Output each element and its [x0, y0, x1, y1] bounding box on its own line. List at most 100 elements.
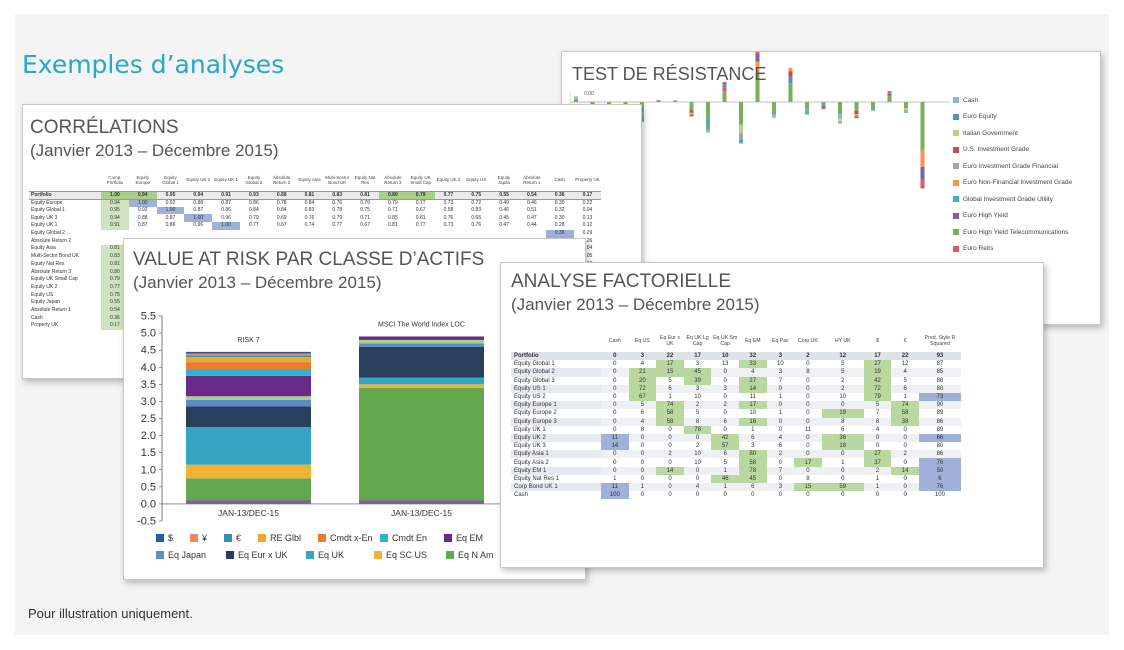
stress-bar-segment — [887, 92, 892, 94]
var-stacked-bar — [359, 336, 484, 504]
var-legend-entry: Eq UK — [306, 550, 344, 560]
legend-label: Euro Equity — [963, 113, 997, 121]
var-legend-swatch — [156, 534, 164, 542]
factor-cell: 0 — [613, 426, 617, 433]
corr-cell: 0.83 — [101, 252, 129, 261]
factor-cell: 0 — [806, 410, 810, 417]
stress-bar — [788, 67, 793, 102]
stress-bar-segment — [821, 105, 826, 108]
factor-cell: 0 — [821, 466, 864, 475]
corr-cell: 0.76 — [443, 214, 454, 221]
factor-row-label: Cash — [514, 492, 529, 499]
table-row: Absolute Return 3 0.80 — [29, 268, 601, 276]
stress-bar-segment — [706, 124, 710, 130]
corr-cell — [268, 230, 296, 238]
corr-row-label: Equity Asia — [31, 245, 56, 252]
stress-bar — [920, 102, 925, 189]
corr-cell: 0.22 — [582, 199, 593, 206]
factor-cell: 0 — [806, 492, 810, 499]
stress-bar — [722, 82, 727, 102]
var-legend-entry: Eq N Am — [446, 550, 494, 560]
stress-bar-segment — [788, 71, 793, 77]
factor-cell: 0 — [601, 417, 629, 426]
table-row: Equity Global 1 0 4 17 3 13 33 10 0 5 27 12 87 — [511, 360, 961, 369]
factor-row-label: Equity Global 1 — [514, 361, 555, 368]
factor-cell: 37 — [863, 458, 892, 467]
factor-portfolio-row: Portfolio 0 3 22 17 10 32 3 2 12 17 22 93 — [511, 352, 961, 361]
corr-cell: 0.79 — [101, 275, 129, 284]
factor-cell: 4 — [875, 426, 880, 433]
corr-cell: 0.75 — [360, 207, 370, 214]
factor-cell: 13 — [721, 361, 729, 368]
corr-cell — [351, 230, 379, 238]
factor-cell: 10 — [694, 394, 701, 401]
var-legend-swatch — [224, 534, 232, 542]
corr-cell: 0.81 — [388, 222, 398, 229]
factor-cell: 86 — [918, 417, 961, 426]
var-bar-segment — [186, 357, 311, 363]
factor-cell: 2 — [695, 443, 700, 450]
legend-label: Euro High Yield — [963, 212, 1008, 220]
stress-tick-label: 0.00 — [584, 91, 594, 97]
factor-cell: 14 — [601, 442, 629, 451]
stress-bar-segment — [854, 116, 859, 119]
legend-entry: U.S. Investment Grade — [953, 142, 1100, 159]
stress-bar-segment — [788, 76, 793, 84]
factor-cell: 3 — [695, 361, 700, 368]
factor-cell: 3 — [751, 443, 755, 450]
table-row: Equity Global 1 0.95 0.92 1.00 0.87 0.86 0.84 0… — [29, 206, 601, 215]
corr-column-header: Equity Asia — [298, 177, 321, 183]
legend-swatch — [953, 229, 959, 236]
factor-cell: 1 — [778, 394, 783, 401]
stress-bar-segment — [805, 102, 809, 109]
var-bar-segment — [186, 500, 311, 504]
corr-cell: 0.84 — [276, 207, 287, 214]
factor-cell: 10 — [749, 410, 757, 417]
factor-cell: 80 — [936, 443, 944, 450]
legend-entry: Euro High Yield Telecommunications — [953, 224, 1100, 241]
factor-cell: 5 — [723, 459, 727, 466]
corr-cell: 0.44 — [526, 222, 537, 229]
var-bar-segment — [359, 384, 484, 388]
stress-bar-segment — [871, 110, 875, 111]
factor-row-label: Equity Europe 1 — [511, 401, 601, 410]
corr-column-header: Absolute Return 3 — [384, 174, 402, 185]
var-bar-segment — [359, 377, 484, 385]
stress-bar — [689, 102, 694, 117]
correlations-subtitle: (Janvier 2013 – Décembre 2015) — [30, 141, 279, 160]
factor-cell: 0 — [794, 450, 822, 459]
corr-cell: 0.69 — [276, 214, 287, 221]
var-legend-swatch — [318, 534, 326, 542]
var-legend-swatch — [156, 551, 164, 559]
corr-cell: 0.79 — [406, 190, 435, 200]
corr-cell: 1.00 — [128, 199, 157, 207]
corr-portfolio-row: Portfolio 1.00 0.94 0.95 0.94 0.91 0.93 0.88 0.8… — [29, 190, 602, 200]
factor-column-header: Cash — [608, 337, 621, 344]
stress-bar-segment — [772, 110, 776, 115]
corr-cell: 0.81 — [101, 260, 129, 269]
factor-cell: 8 — [821, 417, 864, 426]
stress-bar-segment — [772, 116, 776, 119]
corr-cell — [435, 230, 463, 238]
stress-bar-segment — [722, 91, 727, 102]
corr-cell: 0.86 — [165, 222, 176, 229]
factor-row-label: Equity EM 1 — [511, 466, 601, 475]
factor-cell: 7 — [875, 410, 880, 417]
corr-cell: 1.00 — [184, 214, 213, 223]
factor-cell: 0 — [903, 426, 907, 433]
factor-cell: 4 — [683, 483, 712, 492]
legend-entry: Italian Government — [953, 125, 1100, 142]
legend-label: Euro Reits — [963, 245, 994, 253]
var-y-tick-label: 2.0 — [141, 430, 156, 442]
var-legend-entry: ¥ — [190, 533, 208, 543]
correlations-title-text: CORRÉLATIONS — [30, 117, 179, 138]
corr-cell: 1.00 — [101, 190, 129, 200]
table-row: Equity Asia 1 0 0 2 10 6 80 2 0 0 27 2 86 — [511, 450, 961, 459]
factor-cell: 0 — [601, 368, 629, 377]
var-bar-segment — [186, 368, 311, 376]
corr-cell: 0.71 — [388, 207, 398, 214]
corr-row-label: Equity Global 2 — [31, 230, 65, 237]
corr-cell: 0.75 — [462, 190, 491, 200]
corr-cell: 0.54 — [517, 190, 546, 200]
correlations-title: CORRÉLATIONS (Janvier 2013 – Décembre 20… — [30, 117, 279, 161]
